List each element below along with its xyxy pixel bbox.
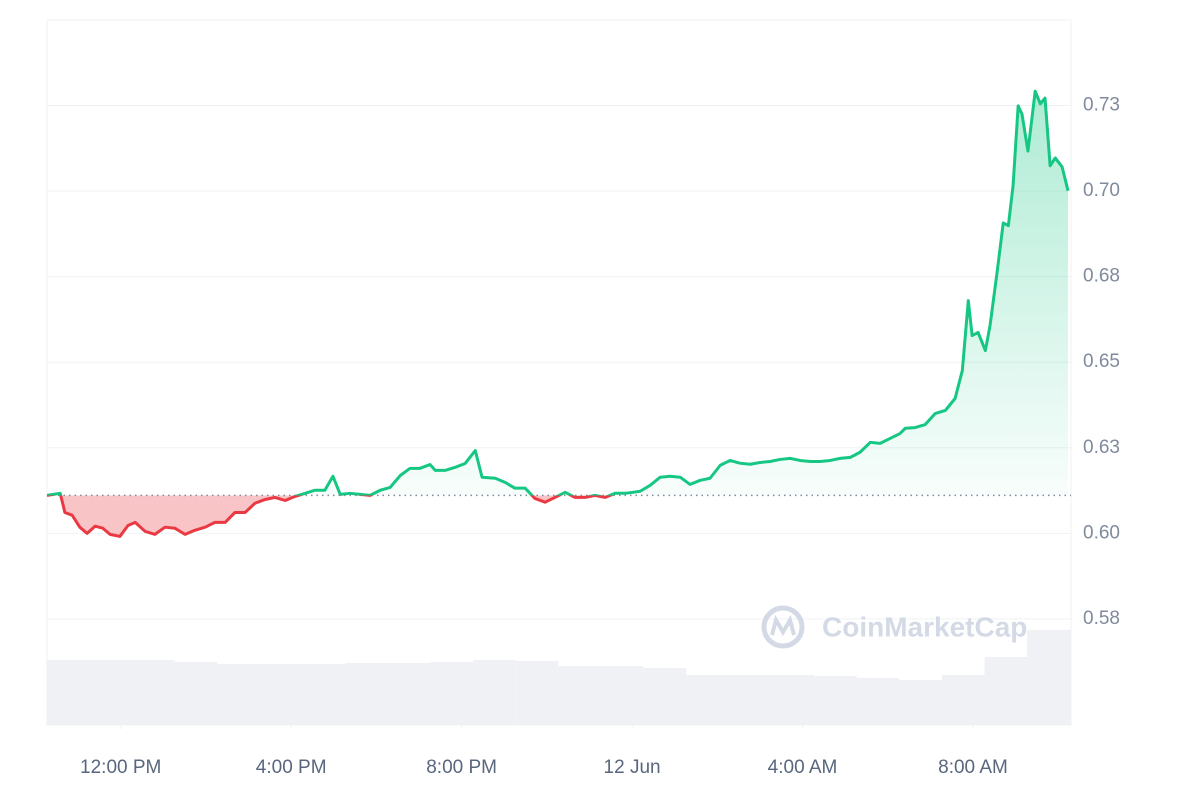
volume-layer — [47, 630, 1071, 725]
x-tick-label: 12:00 PM — [80, 757, 161, 778]
watermark-text: CoinMarketCap — [822, 611, 1027, 642]
volume-bar — [686, 675, 729, 725]
y-tick-label: 0.65 — [1083, 351, 1120, 372]
x-tick-label: 4:00 AM — [768, 757, 838, 778]
grid-layer: 0.58 0.60 0.63 0.65 0.68 0.70 0.73 12:00 PM 4:00… — [47, 95, 1120, 778]
volume-bar — [771, 675, 815, 725]
x-tick-label: 8:00 AM — [938, 757, 1008, 778]
volume-bar — [515, 661, 559, 725]
volume-bar — [302, 664, 346, 725]
x-tick-label: 12 Jun — [604, 757, 661, 778]
y-tick-label: 0.63 — [1083, 437, 1120, 458]
volume-bar — [47, 660, 90, 725]
volume-bar — [600, 666, 644, 725]
price-layer — [46, 89, 1071, 538]
volume-bar — [643, 668, 687, 725]
watermark-logo-mark — [770, 614, 796, 636]
price-area — [47, 91, 1069, 537]
volume-bar — [728, 675, 772, 725]
price-line — [46, 89, 1070, 538]
y-tick-label: 0.70 — [1083, 180, 1120, 201]
watermark: CoinMarketCap — [761, 605, 1027, 649]
y-tick-label: 0.60 — [1083, 522, 1120, 543]
volume-bar — [132, 660, 175, 725]
y-tick-label: 0.73 — [1083, 95, 1120, 116]
volume-bar — [260, 664, 303, 725]
x-tick-label: 8:00 PM — [426, 757, 497, 778]
y-tick-label: 0.68 — [1083, 266, 1120, 287]
volume-bar — [430, 662, 474, 725]
volume-bar — [89, 660, 133, 725]
watermark-logo — [761, 605, 805, 649]
volume-bar — [814, 676, 857, 725]
volume-bar — [345, 663, 388, 725]
volume-bar — [558, 666, 601, 725]
volume-bar — [941, 675, 985, 725]
volume-bar — [473, 660, 516, 725]
volume-bar — [899, 680, 942, 725]
volume-bar — [217, 664, 261, 725]
volume-bar — [856, 678, 900, 725]
volume-bar — [174, 662, 218, 725]
x-tick-label: 4:00 PM — [256, 757, 327, 778]
y-tick-label: 0.58 — [1083, 608, 1120, 629]
volume-bar — [1027, 630, 1071, 725]
volume-bar — [387, 663, 431, 725]
volume-bar — [984, 657, 1028, 725]
